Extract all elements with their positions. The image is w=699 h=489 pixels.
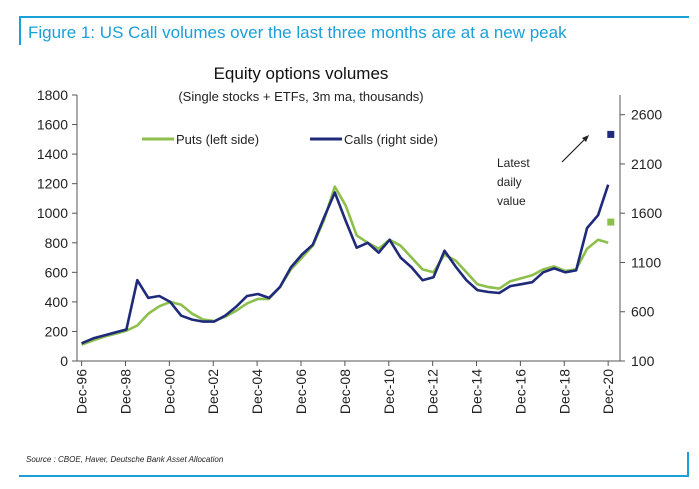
left-tick-label: 400 — [45, 294, 69, 310]
right-axis: 100 600 1100 1600 2100 2600 — [619, 95, 662, 369]
right-tick-label: 100 — [631, 353, 655, 369]
annotation-arrow-head — [582, 135, 589, 142]
right-tick-label: 2100 — [631, 156, 662, 172]
calls-latest-daily-marker — [607, 130, 615, 138]
left-tick-label: 1200 — [37, 176, 68, 192]
right-tick-label: 600 — [631, 304, 655, 320]
left-tick-label: 1000 — [37, 205, 68, 221]
left-tick-label: 1800 — [37, 87, 68, 103]
left-axis: 0 200 400 600 800 1000 1200 1400 1600 1800 — [37, 87, 78, 369]
x-axis: Dec-96 Dec-98 Dec-00 Dec-02 Dec-04 Dec-06 Dec-… — [74, 360, 620, 414]
header-rule — [19, 16, 689, 18]
left-tick-label: 600 — [45, 264, 69, 280]
latest-value-annotation: Latest daily value — [497, 135, 589, 208]
annotation-line-2: daily — [497, 175, 522, 189]
x-tick-label: Dec-14 — [469, 369, 485, 414]
x-tick-label: Dec-98 — [117, 369, 133, 414]
puts-series-line — [81, 185, 609, 346]
right-tick-label: 1100 — [631, 254, 661, 270]
left-tick-label: 0 — [60, 353, 68, 369]
chart-title: Equity options volumes — [214, 64, 389, 83]
x-tick-label: Dec-12 — [425, 369, 441, 414]
right-tick-label: 1600 — [631, 205, 662, 221]
x-tick-label: Dec-10 — [381, 369, 397, 414]
x-tick-label: Dec-04 — [249, 369, 265, 414]
legend-puts-label: Puts (left side) — [176, 132, 259, 147]
footer-accent-bar — [687, 452, 689, 477]
x-tick-label: Dec-18 — [556, 369, 572, 414]
left-tick-label: 1600 — [37, 117, 68, 133]
x-tick-label: Dec-96 — [74, 369, 90, 414]
annotation-arrow-shaft — [561, 139, 585, 163]
legend: Puts (left side) Calls (right side) — [142, 132, 438, 147]
x-tick-label: Dec-16 — [512, 369, 528, 414]
x-tick-label: Dec-20 — [600, 369, 616, 414]
left-tick-label: 1400 — [37, 146, 68, 162]
x-tick-label: Dec-02 — [205, 369, 221, 414]
chart-subtitle: (Single stocks + ETFs, 3m ma, thousands) — [178, 89, 423, 104]
x-tick-label: Dec-08 — [337, 369, 353, 414]
left-tick-label: 200 — [45, 323, 69, 339]
legend-calls-label: Calls (right side) — [344, 132, 438, 147]
figure-title: Figure 1: US Call volumes over the last … — [28, 23, 567, 42]
annotation-line-1: Latest — [497, 156, 530, 170]
puts-latest-daily-marker — [607, 218, 615, 226]
calls-series-line — [81, 184, 610, 345]
x-tick-label: Dec-00 — [161, 369, 177, 414]
annotation-line-3: value — [497, 194, 526, 208]
left-tick-label: 800 — [45, 235, 69, 251]
footer-rule — [19, 475, 689, 477]
x-tick-label: Dec-06 — [293, 369, 309, 414]
right-tick-label: 2600 — [631, 107, 662, 123]
source-note: Source : CBOE, Haver, Deutsche Bank Asse… — [26, 455, 224, 464]
header-accent-bar — [19, 16, 21, 45]
